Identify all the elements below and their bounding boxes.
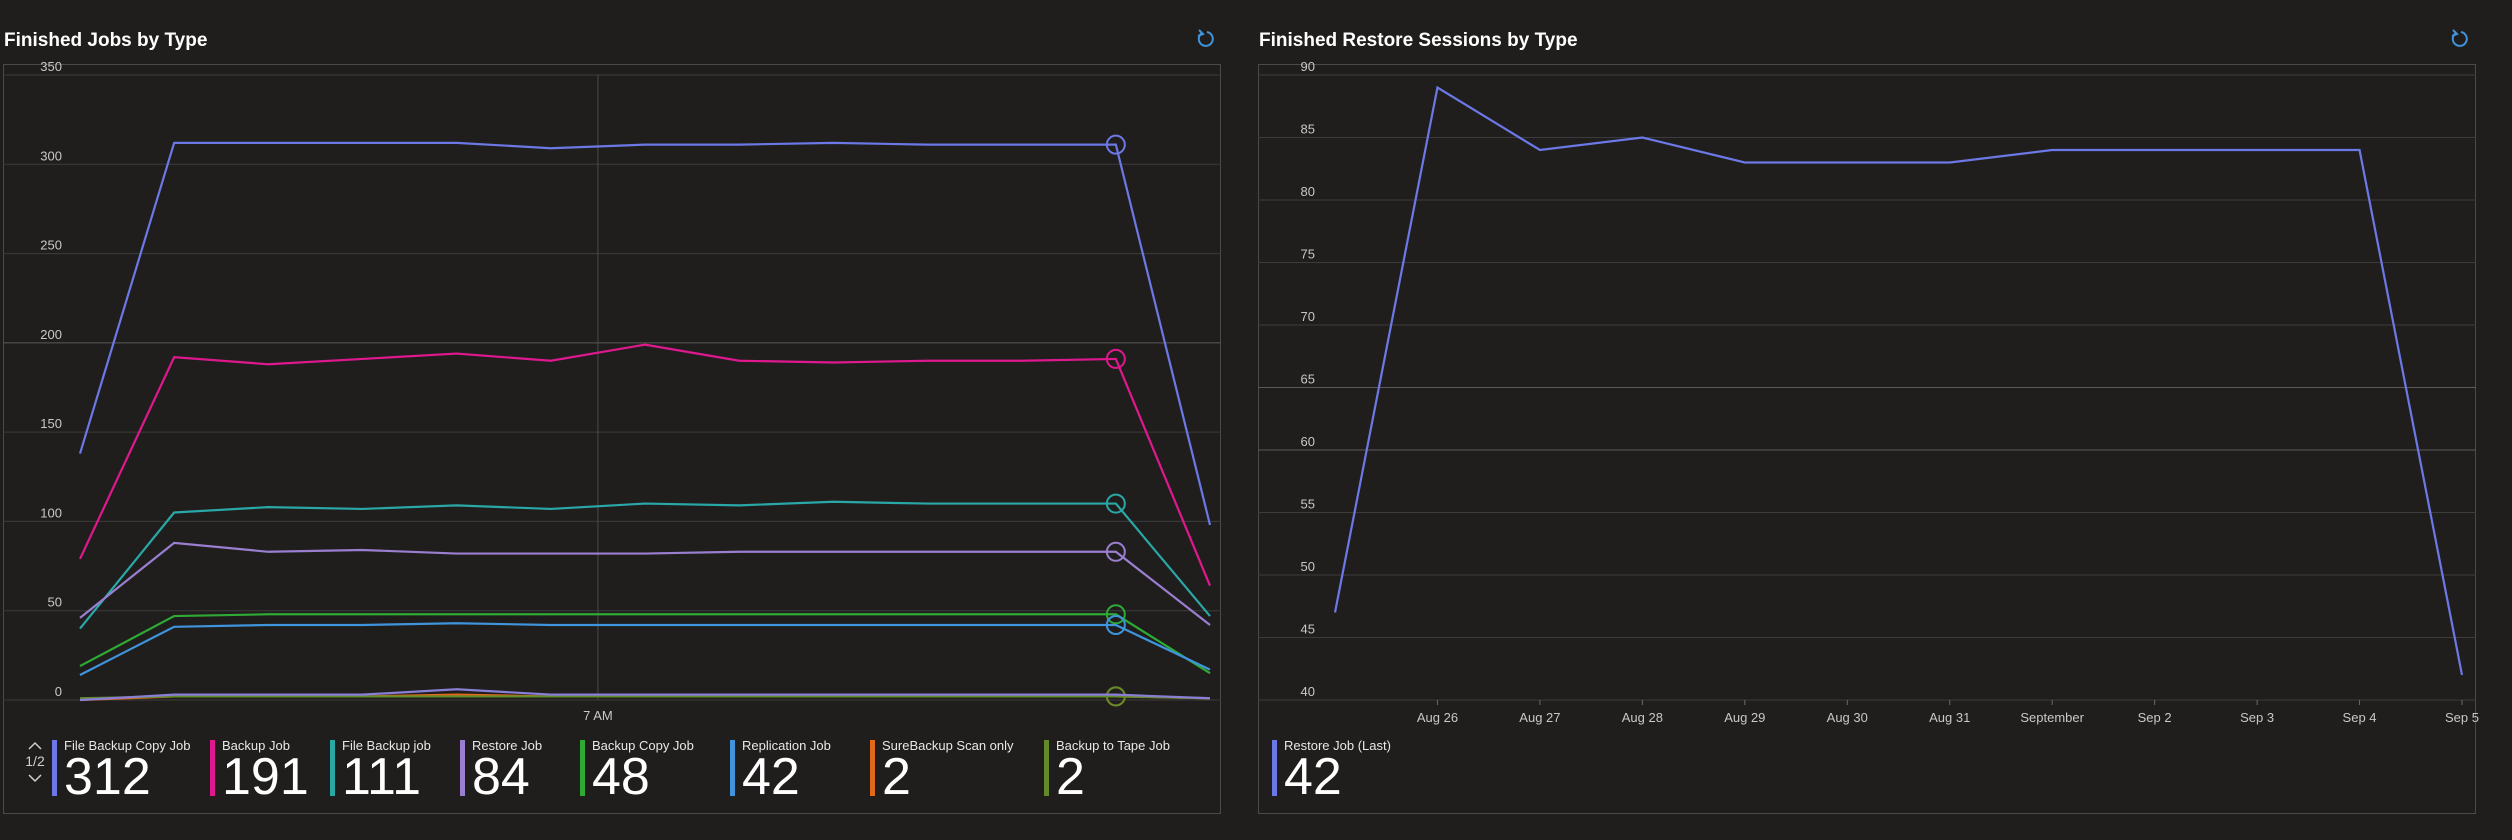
series-marker: [1105, 615, 1126, 635]
y-tick-label: 150: [40, 416, 62, 431]
legend-item[interactable]: Backup Job 191: [210, 738, 330, 803]
y-tick-label: 65: [1301, 372, 1315, 387]
legend-item[interactable]: File Backup Copy Job 312: [52, 738, 210, 803]
series-line: [79, 613, 1211, 675]
y-tick-label: 100: [40, 505, 62, 520]
y-tick-label: 55: [1301, 497, 1315, 512]
chart-legend: Restore Job (Last) 42: [1272, 738, 1444, 803]
legend-label: Restore Job: [472, 738, 543, 753]
x-tick-label: September: [2020, 710, 2084, 725]
legend-item[interactable]: SureBackup Scan only 2: [870, 738, 1044, 803]
chart-legend: File Backup Copy Job 312 Backup Job 191 …: [52, 738, 1206, 803]
series-line: [79, 500, 1211, 630]
pager-label: 1/2: [25, 753, 45, 769]
panel-title: Finished Jobs by Type: [4, 30, 208, 51]
legend-color-bar: [460, 740, 465, 796]
legend-value: 84: [472, 748, 530, 806]
x-tick-label: Aug 28: [1622, 710, 1663, 725]
refresh-icon[interactable]: [1196, 28, 1218, 50]
series-marker: [1105, 541, 1126, 562]
y-tick-label: 70: [1301, 309, 1315, 324]
legend-value: 2: [1056, 748, 1085, 806]
series-line: [78, 141, 1212, 526]
x-tick-label: Aug 31: [1929, 710, 1970, 725]
series-marker: [1105, 134, 1126, 155]
legend-label: Restore Job (Last): [1284, 738, 1391, 753]
x-tick-label: 7 AM: [583, 708, 613, 723]
series-marker: [1105, 686, 1126, 707]
y-tick-label: 250: [40, 238, 62, 253]
legend-color-bar: [330, 740, 335, 796]
y-tick-label: 50: [1301, 559, 1315, 574]
legend-item[interactable]: Replication Job 42: [730, 738, 870, 803]
x-tick-label: Aug 27: [1519, 710, 1560, 725]
x-tick-label: Aug 29: [1724, 710, 1765, 725]
series-line: [79, 695, 1211, 700]
legend-item[interactable]: File Backup job 111: [330, 738, 460, 803]
chart-frame: [3, 64, 1221, 814]
y-tick-label: 200: [40, 327, 62, 342]
legend-color-bar: [52, 740, 57, 796]
series-line: [79, 343, 1212, 587]
x-tick-label: Sep 2: [2138, 710, 2172, 725]
legend-color-bar: [730, 740, 735, 796]
y-tick-label: 300: [40, 148, 62, 163]
chevron-up-icon[interactable]: [22, 738, 48, 752]
series-marker: [1105, 348, 1126, 369]
y-tick-label: 350: [40, 60, 62, 74]
y-tick-label: 80: [1301, 184, 1315, 199]
y-tick-label: 85: [1301, 122, 1315, 137]
panel-title: Finished Restore Sessions by Type: [1259, 30, 1578, 51]
legend-item[interactable]: Restore Job (Last) 42: [1272, 738, 1444, 803]
legend-color-bar: [870, 740, 875, 796]
legend-label: Backup Job: [222, 738, 290, 753]
x-tick-label: Sep 5: [2445, 710, 2479, 725]
legend-color-bar: [210, 740, 215, 796]
refresh-icon[interactable]: [2450, 28, 2472, 50]
chevron-down-icon[interactable]: [22, 770, 48, 784]
legend-label: Replication Job: [742, 738, 831, 753]
x-tick-label: Aug 26: [1417, 710, 1458, 725]
legend-value: 42: [1284, 748, 1342, 806]
x-tick-label: Sep 4: [2343, 710, 2377, 725]
legend-color-bar: [1044, 740, 1049, 796]
x-tick-label: Sep 3: [2240, 710, 2274, 725]
series-marker: [1105, 493, 1126, 514]
legend-color-bar: [580, 740, 585, 796]
series-line: [79, 622, 1211, 676]
legend-item[interactable]: Restore Job 84: [460, 738, 580, 803]
y-tick-label: 40: [1301, 684, 1315, 699]
legend-value: 48: [592, 748, 650, 806]
legend-label: SureBackup Scan only: [882, 738, 1014, 753]
legend-item[interactable]: Backup Copy Job 48: [580, 738, 730, 803]
y-tick-label: 45: [1301, 622, 1315, 637]
legend-value: 312: [64, 748, 151, 806]
series-marker: [1105, 604, 1126, 625]
y-tick-label: 90: [1301, 60, 1315, 74]
legend-value: 111: [342, 748, 422, 806]
legend-label: Backup Copy Job: [592, 738, 694, 753]
series-line: [79, 541, 1211, 626]
legend-label: File Backup Copy Job: [64, 738, 191, 753]
chart-frame: [1258, 64, 2476, 814]
series-line: [1333, 85, 2464, 676]
y-tick-label: 0: [55, 684, 62, 699]
series-line: [79, 688, 1211, 702]
legend-value: 2: [882, 748, 911, 806]
legend-item[interactable]: Backup to Tape Job 2: [1044, 738, 1206, 803]
legend-value: 191: [222, 748, 309, 806]
restore-sessions-line-chart: 40 45 50 55 60 65 70 75 80 85 90 Aug 26 Aug 27 Aug 28…: [1258, 60, 2479, 725]
x-tick-label: Aug 30: [1827, 710, 1868, 725]
legend-label: Backup to Tape Job: [1056, 738, 1170, 753]
y-tick-label: 50: [48, 595, 62, 610]
legend-pager: 1/2: [22, 738, 48, 784]
legend-value: 42: [742, 748, 800, 806]
y-tick-label: 60: [1301, 434, 1315, 449]
legend-label: File Backup job: [342, 738, 431, 753]
legend-color-bar: [1272, 740, 1277, 796]
jobs-line-chart: 0 50 100 150 200 250 300 350 7 AM: [3, 60, 1221, 723]
y-tick-label: 75: [1301, 247, 1315, 262]
